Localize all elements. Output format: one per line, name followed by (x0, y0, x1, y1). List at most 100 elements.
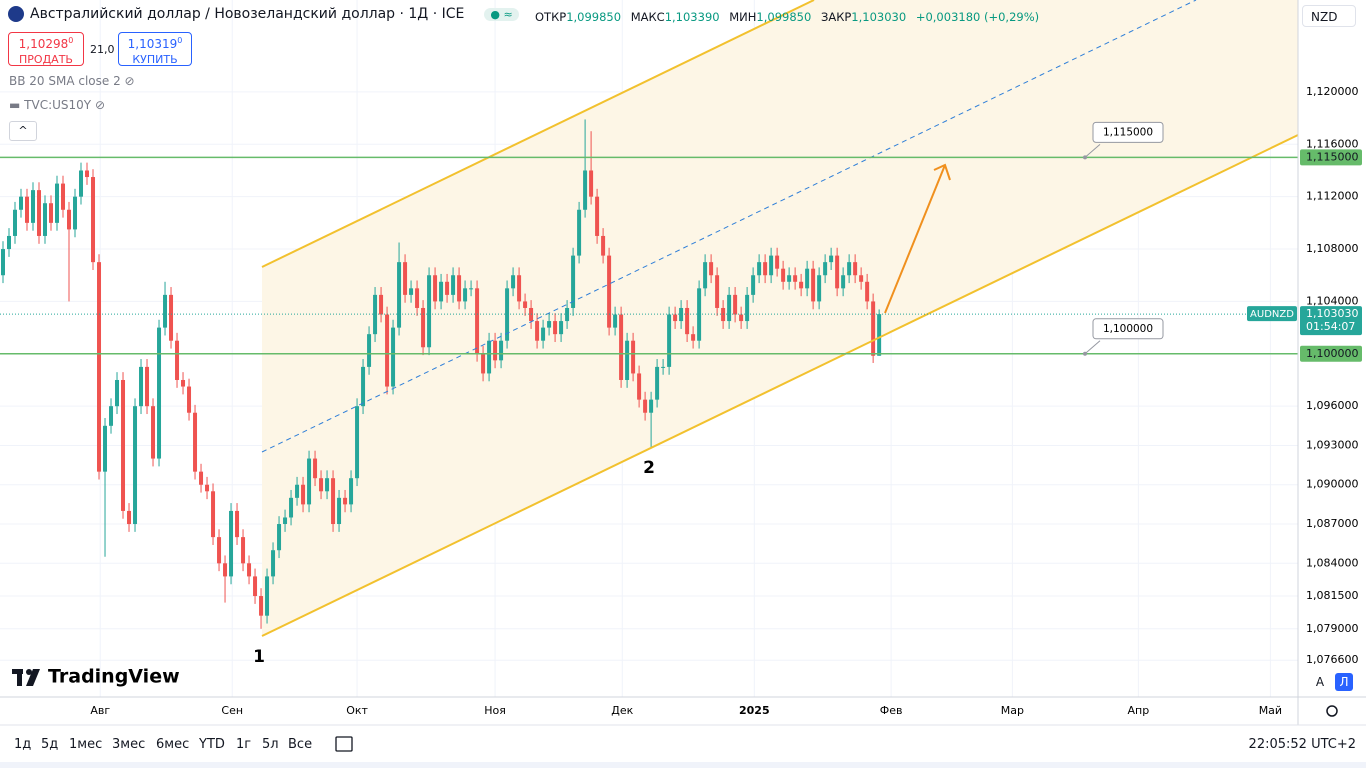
range-button[interactable]: 6мес (156, 737, 190, 752)
spread: 21,0 (90, 43, 115, 56)
sell-price-sup: 0 (68, 36, 74, 45)
candle-body (745, 294, 750, 322)
candle-body (31, 190, 36, 223)
indicator[interactable]: BB 20 SMA close 2 ⊘ (9, 74, 135, 88)
candle-body (817, 275, 822, 302)
channel-mid (261, 0, 1197, 453)
candle-body (661, 366, 666, 368)
candle-body (715, 275, 720, 308)
collapse-button[interactable]: ^ (9, 121, 37, 141)
candle-body (577, 209, 582, 256)
date-range-icon[interactable] (335, 736, 353, 752)
range-button[interactable]: 1мес (69, 737, 103, 752)
ohlc-value: 1,099850 (566, 10, 622, 24)
candle-body (385, 314, 390, 387)
candle-body (379, 294, 384, 315)
candle-body (397, 262, 402, 328)
range-button[interactable]: 3мес (112, 737, 146, 752)
candle-body (619, 314, 624, 380)
candle-body (319, 478, 324, 492)
logo-text: TradingView (48, 666, 180, 688)
candle-body (37, 190, 42, 236)
arrow-shaft (884, 164, 946, 314)
x-tick-label: Дек (611, 704, 633, 717)
candle-body (769, 255, 774, 276)
candle-body (583, 170, 588, 210)
settings-icon[interactable] (1326, 705, 1338, 717)
scale-label: A (1315, 675, 1325, 689)
candle-body (475, 288, 480, 354)
x-tick-label: Мар (1001, 704, 1024, 717)
candle-body (145, 366, 150, 407)
header: Австралийский доллар / Новозеландский до… (8, 6, 519, 22)
ohlc-value: 1,103030 (851, 10, 907, 24)
candle-body (673, 314, 678, 322)
candle-body (445, 281, 450, 295)
x-tick-label: Ноя (484, 704, 506, 717)
buy-label: КУПИТЬ (132, 53, 178, 66)
x-tick-label: Май (1259, 704, 1282, 717)
candle-body (559, 321, 564, 335)
channel (261, 0, 1299, 637)
range-button[interactable]: Все (288, 737, 313, 752)
range-button[interactable]: YTD (199, 737, 225, 752)
candle-body (403, 262, 408, 295)
auto-scale-button[interactable]: A (1311, 673, 1329, 691)
range-button[interactable]: 1г (236, 737, 252, 752)
range-button[interactable]: 5л (262, 737, 279, 752)
candle-body (691, 334, 696, 341)
indicator-name: TVC:US10Y (24, 98, 92, 112)
candle-body (463, 288, 468, 302)
level-axis-label (1300, 149, 1362, 166)
candle-body (547, 321, 552, 328)
y-tick-label: 1,112000 (1306, 190, 1359, 203)
candle-body (79, 170, 84, 197)
candle-body (433, 275, 438, 302)
candle-body (451, 275, 456, 295)
y-tick-label: 1,076600 (1306, 653, 1359, 666)
candle-body (223, 563, 228, 577)
y-tick-label: 1,108000 (1306, 242, 1359, 255)
candle-body (199, 471, 204, 485)
level-axis-text: 1,100000 (1306, 347, 1359, 360)
candle-body (409, 288, 414, 295)
candle-body (175, 340, 180, 380)
currency-select[interactable]: NZD (1302, 5, 1356, 27)
candle-body (217, 537, 222, 564)
callout-text: 1,100000 (1103, 323, 1153, 335)
candle-body (355, 406, 360, 479)
candle-body (667, 314, 672, 367)
y-tick-label: 1,096000 (1306, 399, 1359, 412)
candle-body (625, 340, 630, 380)
buy-price-sup: 0 (177, 36, 183, 45)
candle-body (115, 379, 120, 407)
candle-body (247, 563, 252, 577)
candle-body (823, 262, 828, 276)
candle-body (841, 275, 846, 289)
candle-body (535, 321, 540, 341)
candle-body (337, 497, 342, 525)
candle-body (295, 484, 300, 498)
buy-button[interactable]: 1,103190 КУПИТЬ (118, 32, 192, 66)
y-tick-label: 1,093000 (1306, 438, 1359, 451)
candle-body (589, 170, 594, 197)
candle-body (301, 484, 306, 505)
candle-body (571, 255, 576, 308)
candle-body (67, 209, 72, 230)
symbol-tag (1247, 306, 1297, 322)
range-button[interactable]: 1д (14, 737, 32, 752)
ohlc-value: 1,099850 (756, 10, 812, 24)
sell-button[interactable]: 1,102980 ПРОДАТЬ (8, 32, 84, 66)
market-status[interactable]: ● ≈ (484, 7, 519, 21)
candle-body (7, 235, 12, 250)
candle-body (43, 203, 48, 236)
callout-leader (1084, 340, 1101, 355)
y-tick-label: 1,079000 (1306, 622, 1359, 635)
candle-body (853, 262, 858, 276)
indicator[interactable]: ▬ TVC:US10Y ⊘ (9, 98, 105, 112)
log-scale-button[interactable]: Л (1335, 673, 1353, 691)
range-button[interactable]: 5д (41, 737, 59, 752)
candle-body (733, 294, 738, 315)
candle-body (415, 288, 420, 308)
last-price-label (1300, 306, 1362, 336)
